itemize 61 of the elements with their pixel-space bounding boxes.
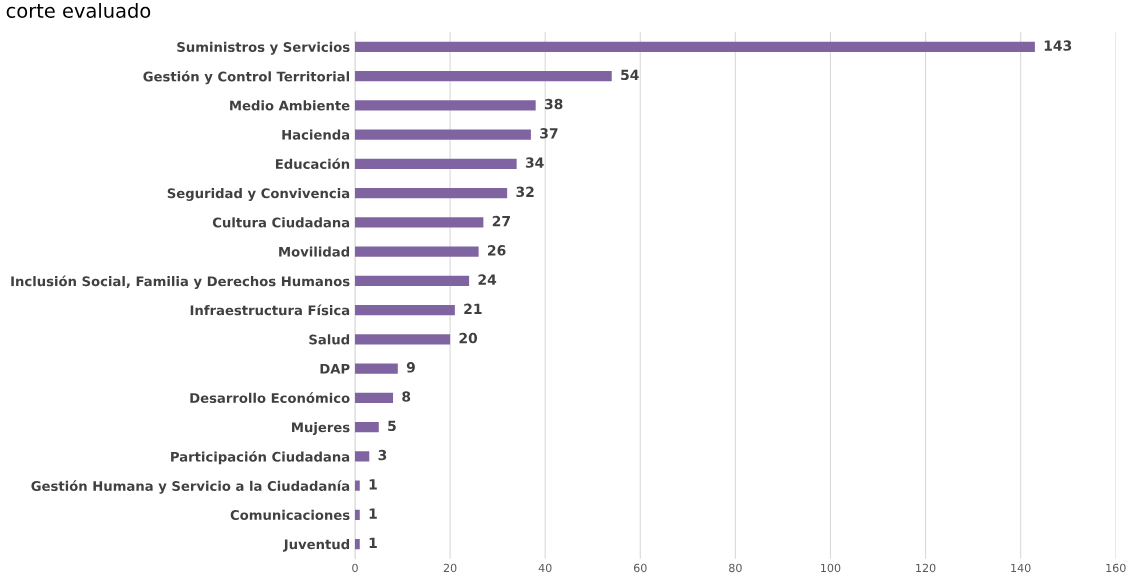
bar <box>355 41 1035 52</box>
data-label: 8 <box>402 391 411 402</box>
y-tick-label: Gestión Humana y Servicio a la Ciudadanía <box>31 480 350 494</box>
bar <box>355 363 398 374</box>
y-tick-label: Comunicaciones <box>230 509 350 520</box>
x-tick-label: 20 <box>443 563 457 573</box>
data-label: 54 <box>621 69 639 81</box>
bar <box>355 70 612 82</box>
x-tick-label: 0 <box>352 563 358 573</box>
y-tick-label: Salud <box>309 334 350 345</box>
bar <box>355 217 484 228</box>
y-tick-label: Participación Ciudadana <box>171 451 350 465</box>
data-label: 34 <box>525 157 544 168</box>
bar <box>355 304 455 316</box>
data-label: 38 <box>544 98 563 110</box>
bar <box>355 480 360 491</box>
bar <box>355 246 479 257</box>
y-tick-label: Hacienda <box>282 129 350 140</box>
bar <box>355 275 470 286</box>
y-tick-label: Juventud <box>283 539 350 552</box>
y-tick-label: Inclusión Social, Familia y Derechos Humanos <box>11 275 350 289</box>
y-tick-label: Infraestructura Física <box>190 304 350 316</box>
data-label: 143 <box>1044 40 1072 51</box>
bar <box>355 187 508 199</box>
text: corte evaluado <box>6 2 151 18</box>
data-label: 1 <box>369 537 377 548</box>
data-label: 9 <box>406 362 415 373</box>
x-tick-label: 80 <box>729 563 742 573</box>
y-tick-label: Suministros y Servicios <box>177 41 350 55</box>
data-label: 27 <box>492 215 510 227</box>
bar <box>355 158 517 169</box>
y-tick-label: Cultura Ciudadana <box>212 217 350 228</box>
data-label: 20 <box>459 332 478 344</box>
data-label: 5 <box>388 420 396 432</box>
x-tick-label: 120 <box>916 563 936 573</box>
bar <box>355 421 379 433</box>
data-label: 32 <box>516 186 534 198</box>
y-tick-label: Desarrollo Económico <box>190 392 350 403</box>
bar <box>355 392 394 403</box>
data-label: 21 <box>464 303 482 314</box>
data-label: 1 <box>369 479 377 490</box>
y-tick-label: Movilidad <box>279 246 350 257</box>
y-tick-label: Mujeres <box>292 422 350 435</box>
x-tick-label: 140 <box>1011 563 1031 573</box>
data-label: 24 <box>478 274 497 285</box>
data-label: 37 <box>540 128 558 139</box>
bar <box>355 334 451 345</box>
x-tick-label: 60 <box>633 563 647 573</box>
x-tick-label: 40 <box>538 563 552 573</box>
data-label: 26 <box>488 245 506 256</box>
y-tick-label: Educación <box>275 158 350 169</box>
y-tick-label: Gestión y Control Territorial <box>143 70 350 85</box>
y-tick-label: DAP <box>320 363 350 374</box>
y-tick-label: Seguridad y Convivencia <box>167 188 350 201</box>
y-tick-label: Medio Ambiente <box>230 100 350 111</box>
data-label: 1 <box>369 508 377 519</box>
bar <box>355 129 531 140</box>
bar <box>355 100 536 111</box>
x-tick-label: 160 <box>1106 563 1126 573</box>
x-tick-label: 100 <box>821 563 841 573</box>
data-label: 3 <box>378 449 387 461</box>
